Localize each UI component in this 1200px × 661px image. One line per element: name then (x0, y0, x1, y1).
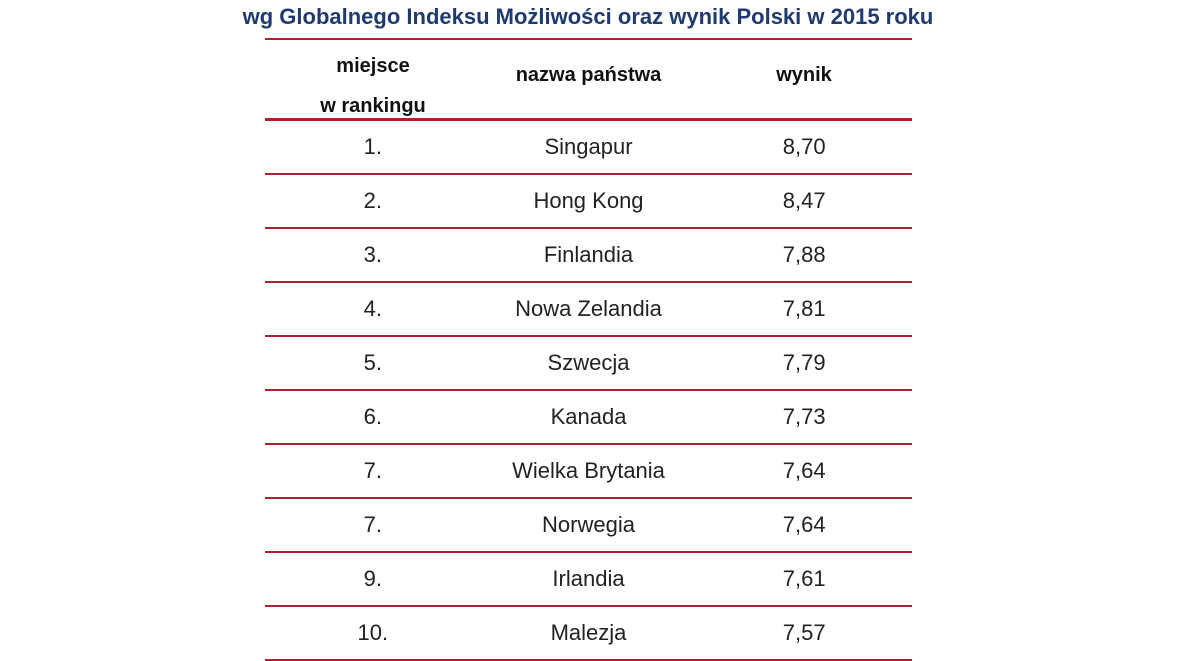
header-country: nazwa państwa (515, 64, 662, 86)
cell-country: Kanada (550, 404, 627, 429)
cell-country: Szwecja (547, 350, 630, 375)
header-rank-line2: w rankingu (320, 95, 426, 117)
table-header: miejsce w rankingu nazwa państwa wynik (265, 40, 912, 121)
cell-rank: 3. (363, 242, 383, 267)
table-body: 1. Singapur 8,70 2. Hong Kong 8,47 3. Finlandia… (265, 121, 912, 661)
cell-rank: 4. (363, 296, 383, 321)
cell-score: 7,73 (782, 404, 826, 429)
cell-score: 7,61 (782, 566, 826, 591)
table-row: 10. Malezja 7,57 (265, 607, 912, 661)
table-row: 3. Finlandia 7,88 (265, 229, 912, 283)
table-row: 7. Wielka Brytania 7,64 (265, 445, 912, 499)
cell-score: 8,70 (782, 134, 826, 159)
cell-country: Wielka Brytania (512, 458, 665, 483)
table-row: 5. Szwecja 7,79 (265, 337, 912, 391)
cell-score: 7,88 (782, 242, 826, 267)
cell-country: Finlandia (543, 242, 634, 267)
cell-rank: 1. (363, 134, 383, 159)
header-score: wynik (776, 64, 832, 86)
cell-rank: 10. (357, 620, 389, 645)
table-row: 9. Irlandia 7,61 (265, 553, 912, 607)
cell-rank: 7. (363, 458, 383, 483)
table-title: wg Globalnego Indeksu Możliwości oraz wy… (242, 4, 934, 29)
cell-rank: 2. (363, 188, 383, 213)
cell-score: 7,57 (782, 620, 826, 645)
table-row: 7. Norwegia 7,64 (265, 499, 912, 553)
cell-country: Hong Kong (533, 188, 644, 213)
cell-country: Singapur (544, 134, 633, 159)
cell-country: Malezja (550, 620, 627, 645)
cell-country: Norwegia (542, 512, 635, 537)
cell-rank: 9. (363, 566, 383, 591)
cell-score: 7,64 (782, 458, 826, 483)
cell-score: 7,79 (782, 350, 826, 375)
table-row: 4. Nowa Zelandia 7,81 (265, 283, 912, 337)
cell-rank: 6. (363, 404, 383, 429)
cell-score: 8,47 (782, 188, 826, 213)
top-rule (265, 38, 912, 40)
cell-score: 7,81 (782, 296, 826, 321)
cell-rank: 5. (363, 350, 383, 375)
header-rank: miejsce w rankingu (265, 46, 481, 126)
cell-score: 7,64 (782, 512, 826, 537)
table-row: 2. Hong Kong 8,47 (265, 175, 912, 229)
cell-country: Irlandia (552, 566, 625, 591)
header-rank-line1: miejsce (336, 55, 410, 77)
cell-rank: 7. (363, 512, 383, 537)
cell-country: Nowa Zelandia (515, 296, 662, 321)
table-row: 1. Singapur 8,70 (265, 121, 912, 175)
ranking-table: miejsce w rankingu nazwa państwa wynik 1.… (265, 38, 912, 661)
table-row: 6. Kanada 7,73 (265, 391, 912, 445)
